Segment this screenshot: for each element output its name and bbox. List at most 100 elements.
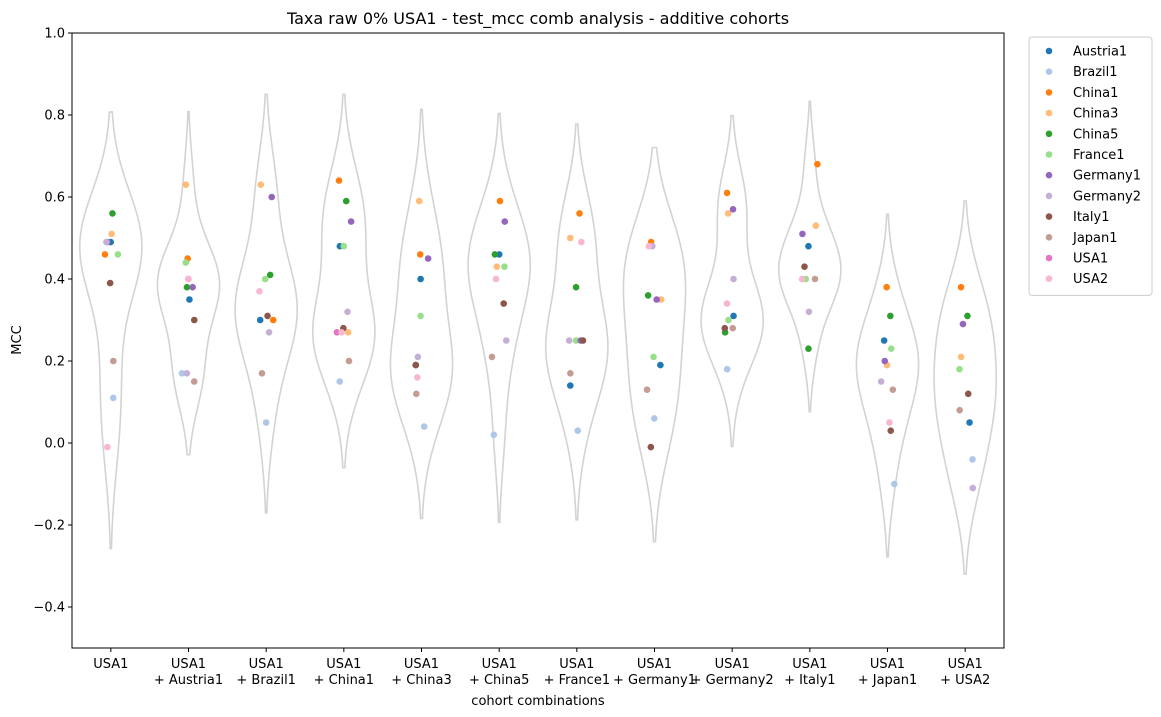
point-germany1-2	[268, 193, 276, 201]
point-germany2-2	[265, 329, 273, 336]
point-china1-4	[416, 251, 424, 258]
legend-label-austria1: Austria1	[1073, 45, 1127, 60]
violin-7	[622, 146, 687, 543]
point-germany2-8	[730, 275, 737, 283]
legend-marker-brazil1	[1045, 68, 1053, 75]
point-china5-0	[109, 210, 116, 217]
x-tick-label: USA1	[93, 657, 128, 672]
point-brazil1-3	[336, 378, 344, 385]
point-france1-7	[650, 353, 657, 361]
point-germany2-6	[565, 337, 573, 344]
y-tick-label: 0.8	[44, 109, 65, 124]
legend-label-usa1: USA1	[1073, 252, 1108, 267]
legend-label-brazil1: Brazil1	[1073, 65, 1118, 80]
point-china1-10	[883, 283, 890, 291]
y-tick-label: 0.0	[44, 437, 65, 452]
x-tick-label: USA1	[404, 657, 439, 672]
x-tick-label: USA1	[948, 657, 983, 672]
point-brazil1-6	[574, 427, 582, 435]
legend-label-japan1: Japan1	[1072, 231, 1118, 246]
point-germany2-1	[183, 370, 191, 377]
point-usa2-8	[723, 300, 731, 307]
x-tick-label: USA1	[870, 657, 905, 672]
point-brazil1-7	[651, 415, 658, 422]
point-germany1-1	[189, 283, 196, 291]
point-china5-7	[644, 292, 652, 299]
point-germany1-11	[959, 320, 967, 328]
x-tick-label: + China3	[391, 673, 451, 688]
point-japan1-1	[190, 378, 198, 385]
point-usa2-1	[185, 275, 192, 283]
legend-label-china3: China3	[1073, 107, 1118, 122]
point-italy1-10	[887, 427, 895, 435]
point-usa2-3	[338, 329, 345, 336]
point-china3-0	[108, 230, 115, 238]
point-germany1-8	[729, 206, 737, 213]
x-tick-label: + Japan1	[858, 673, 918, 688]
point-usa2-5	[492, 275, 500, 283]
point-china1-8	[723, 189, 731, 197]
y-tick-label: 0.6	[44, 191, 65, 206]
legend-marker-austria1	[1045, 47, 1053, 55]
point-austria1-10	[880, 337, 888, 344]
legend-marker-china5	[1045, 130, 1053, 138]
point-austria1-11	[966, 419, 973, 426]
point-austria1-1	[186, 296, 193, 303]
point-china5-5	[491, 251, 499, 258]
point-china3-9	[812, 222, 820, 229]
point-italy1-7	[647, 443, 655, 451]
x-tick-label: + Germany1	[613, 673, 696, 688]
point-france1-1	[182, 259, 190, 266]
y-tick-label: 0.2	[44, 355, 65, 370]
point-china1-2	[269, 316, 277, 324]
point-italy1-5	[500, 300, 508, 307]
point-germany1-3	[347, 218, 355, 225]
point-china3-3	[344, 329, 352, 336]
point-japan1-4	[413, 390, 420, 398]
x-tick-label: USA1	[171, 657, 206, 672]
violin-6	[544, 123, 609, 521]
legend-frame	[1028, 36, 1153, 296]
point-france1-3	[340, 242, 348, 250]
legend-marker-china3	[1045, 109, 1053, 117]
point-brazil1-8	[723, 365, 731, 373]
point-austria1-6	[566, 382, 574, 389]
x-tick-label: + Germany2	[691, 673, 774, 688]
point-usa2-0	[104, 443, 111, 451]
point-china5-3	[342, 197, 350, 205]
y-tick-label: −0.4	[33, 601, 65, 616]
legend-label-germany2: Germany2	[1073, 189, 1141, 204]
point-japan1-11	[956, 406, 963, 414]
point-germany2-5	[502, 337, 510, 344]
x-tick-label: + China5	[469, 673, 529, 688]
x-tick-label: + France1	[544, 673, 611, 688]
y-tick-label: 1.0	[44, 27, 65, 42]
point-japan1-8	[729, 324, 737, 332]
point-china3-6	[567, 234, 574, 242]
point-italy1-8	[721, 324, 729, 332]
violin-4	[389, 108, 454, 520]
violin-2	[234, 93, 299, 514]
point-austria1-2	[256, 316, 264, 324]
violin-11	[933, 200, 998, 576]
point-austria1-7	[657, 361, 664, 369]
x-tick-label: USA1	[559, 657, 594, 672]
point-germany2-0	[103, 238, 110, 246]
point-germany1-10	[881, 357, 889, 365]
point-usa2-9	[798, 275, 806, 283]
point-austria1-8	[730, 312, 737, 320]
x-tick-label: + Brazil1	[236, 673, 296, 688]
point-china1-5	[496, 197, 504, 205]
point-germany2-3	[344, 308, 351, 316]
point-china5-10	[887, 312, 894, 320]
point-italy1-11	[964, 390, 972, 398]
point-usa2-4	[414, 374, 421, 381]
point-china5-1	[183, 283, 191, 291]
violin-5	[467, 112, 532, 524]
point-usa2-6	[578, 238, 585, 246]
point-france1-2	[261, 275, 269, 283]
point-china3-5	[493, 263, 501, 271]
point-japan1-5	[488, 353, 496, 361]
point-china5-6	[572, 283, 580, 291]
